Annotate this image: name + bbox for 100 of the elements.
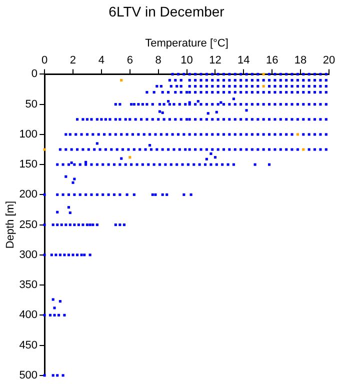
y-tick-label: 300 bbox=[19, 248, 38, 261]
x-tick-label: 2 bbox=[70, 54, 76, 67]
point bbox=[58, 314, 60, 316]
point bbox=[296, 133, 299, 136]
point bbox=[274, 148, 276, 151]
point bbox=[170, 84, 172, 88]
point bbox=[103, 133, 106, 136]
point bbox=[228, 91, 231, 94]
point bbox=[302, 103, 305, 106]
point bbox=[170, 163, 172, 166]
point bbox=[64, 224, 68, 226]
point bbox=[63, 314, 66, 316]
point bbox=[254, 163, 256, 166]
point bbox=[290, 78, 294, 82]
point bbox=[80, 254, 83, 256]
point bbox=[198, 163, 201, 166]
point bbox=[154, 193, 157, 196]
point bbox=[262, 133, 265, 136]
point bbox=[268, 163, 271, 166]
point bbox=[93, 148, 96, 151]
point bbox=[114, 224, 117, 226]
point bbox=[205, 103, 208, 106]
point bbox=[188, 91, 191, 94]
point bbox=[78, 163, 82, 166]
point bbox=[222, 103, 226, 106]
point bbox=[285, 91, 288, 94]
point bbox=[167, 91, 170, 94]
point bbox=[76, 118, 79, 121]
point bbox=[188, 118, 191, 121]
point bbox=[302, 84, 305, 88]
point bbox=[64, 175, 68, 178]
point bbox=[324, 103, 328, 106]
chart-title: 6LTV in December bbox=[108, 3, 225, 20]
x-tick-label: 0 bbox=[41, 54, 48, 67]
point bbox=[171, 72, 174, 76]
point bbox=[167, 148, 170, 151]
point bbox=[274, 103, 276, 106]
point bbox=[134, 118, 137, 121]
point bbox=[240, 103, 242, 106]
point bbox=[215, 163, 218, 166]
point bbox=[216, 133, 220, 136]
point bbox=[324, 78, 328, 82]
point bbox=[114, 133, 117, 136]
point bbox=[174, 118, 177, 121]
point bbox=[290, 118, 294, 121]
point bbox=[250, 148, 254, 151]
point bbox=[144, 148, 147, 151]
point bbox=[216, 84, 220, 88]
point bbox=[182, 72, 186, 76]
point bbox=[296, 91, 299, 94]
point bbox=[146, 118, 148, 121]
point bbox=[43, 148, 46, 151]
point bbox=[228, 103, 231, 106]
point bbox=[62, 193, 64, 196]
point bbox=[228, 148, 231, 151]
point bbox=[222, 91, 226, 94]
point bbox=[234, 148, 236, 151]
point bbox=[151, 103, 154, 106]
point bbox=[188, 84, 191, 88]
x-tick-label: 4 bbox=[98, 54, 105, 67]
point bbox=[228, 133, 231, 136]
point bbox=[126, 133, 128, 136]
point bbox=[211, 91, 214, 94]
point bbox=[120, 133, 123, 136]
point bbox=[82, 118, 84, 121]
point bbox=[200, 78, 202, 82]
point bbox=[54, 254, 58, 256]
point bbox=[245, 91, 248, 94]
point bbox=[256, 78, 260, 82]
point bbox=[245, 72, 248, 76]
point bbox=[194, 148, 197, 151]
point bbox=[250, 118, 254, 121]
point bbox=[180, 84, 182, 88]
point bbox=[166, 193, 168, 196]
point bbox=[324, 72, 328, 76]
point bbox=[245, 103, 248, 106]
point bbox=[67, 206, 70, 209]
point bbox=[182, 193, 186, 196]
point bbox=[285, 103, 288, 106]
point bbox=[268, 148, 271, 151]
point bbox=[274, 78, 276, 82]
point bbox=[140, 118, 143, 121]
point bbox=[62, 163, 64, 166]
point bbox=[50, 254, 53, 256]
point bbox=[250, 103, 254, 106]
point bbox=[124, 118, 127, 121]
point bbox=[296, 148, 299, 151]
point bbox=[296, 103, 299, 106]
point bbox=[120, 157, 123, 160]
point bbox=[68, 224, 72, 226]
point bbox=[80, 133, 83, 136]
point bbox=[43, 254, 46, 256]
point bbox=[314, 148, 316, 151]
point bbox=[290, 91, 294, 94]
point bbox=[308, 148, 310, 151]
point bbox=[102, 193, 104, 196]
point bbox=[200, 148, 202, 151]
point bbox=[200, 84, 202, 88]
point bbox=[147, 163, 150, 166]
point bbox=[76, 254, 79, 256]
